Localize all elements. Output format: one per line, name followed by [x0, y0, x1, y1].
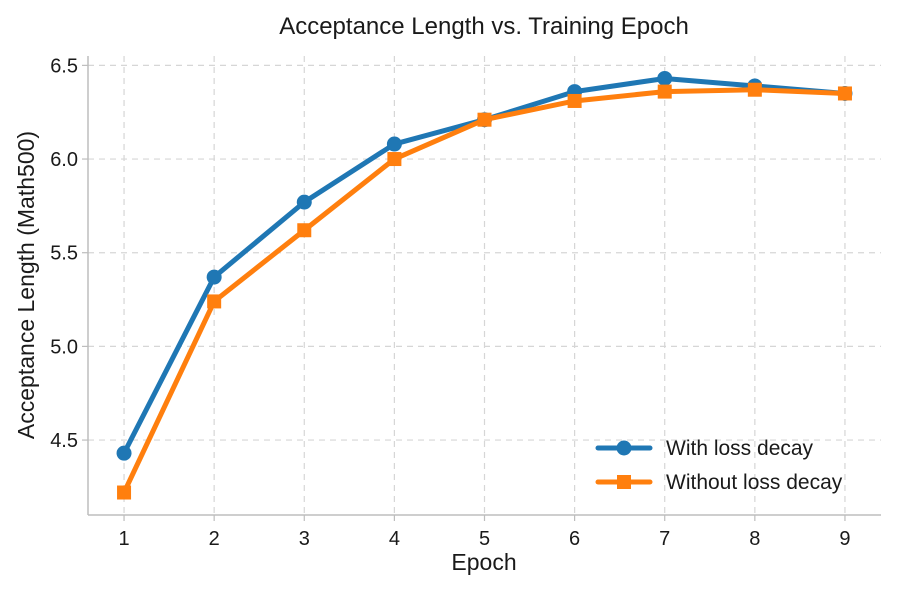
x-tick-label: 7 [659, 528, 670, 550]
y-tick-label: 6.5 [50, 55, 78, 77]
data-point-circle [206, 269, 222, 285]
legend-label: With loss decay [666, 437, 814, 460]
data-point-circle [116, 445, 132, 461]
y-tick-label: 5.5 [50, 243, 78, 265]
data-point-square [207, 294, 222, 309]
y-tick-label: 5.0 [50, 336, 78, 358]
data-point-circle [296, 194, 312, 210]
data-point-circle [386, 136, 402, 152]
x-tick-label: 1 [118, 528, 129, 550]
x-tick-label: 2 [209, 528, 220, 550]
x-tick-label: 4 [389, 528, 400, 550]
x-tick-label: 9 [839, 528, 850, 550]
x-tick-label: 8 [749, 528, 760, 550]
legend-marker-circle [616, 440, 632, 456]
grid [88, 56, 881, 515]
x-axis-label: Epoch [451, 549, 516, 575]
legend: With loss decay Without loss decay [595, 437, 843, 494]
data-point-square [567, 93, 582, 108]
data-point-circle [657, 70, 673, 86]
x-tick-label: 6 [569, 528, 580, 550]
data-point-square [477, 112, 492, 127]
data-point-square [297, 223, 312, 238]
data-point-square [837, 86, 852, 101]
axes: 1 2 3 4 5 6 7 8 9 4.5 5.0 5.5 6.0 6.5 [50, 55, 881, 550]
y-tick-label: 4.5 [50, 430, 78, 452]
data-point-square [387, 152, 402, 167]
x-tick-label: 5 [479, 528, 490, 550]
chart-title: Acceptance Length vs. Training Epoch [279, 13, 689, 40]
series-layer [116, 70, 853, 500]
data-point-square [117, 485, 132, 500]
x-tick-label: 3 [299, 528, 310, 550]
data-point-square [657, 84, 672, 99]
y-axis-label: Acceptance Length (Math500) [13, 131, 39, 439]
y-tick-label: 6.0 [50, 149, 78, 171]
legend-marker-square [617, 475, 631, 489]
data-point-square [747, 82, 762, 97]
legend-label: Without loss decay [666, 471, 843, 494]
